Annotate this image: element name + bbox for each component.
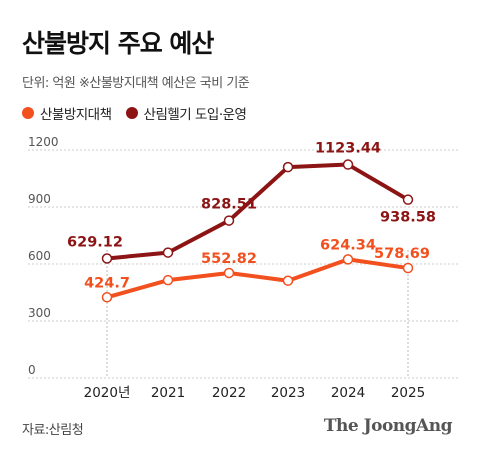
data-label: 424.7 [84,275,130,291]
legend: 산불방지대책 산림헬기 도입·운영 [22,103,260,123]
data-point [223,267,235,279]
y-tick-label: 300 [28,306,51,320]
x-tick-label: 2023 [271,385,305,401]
data-point [402,194,414,205]
data-point [162,274,174,286]
legend-swatch-series-1 [22,107,34,119]
chart-title: 산불방지 주요 예산 [22,29,214,58]
series-line-2 [105,162,410,261]
data-point [282,275,294,286]
x-tick-label: 2024 [331,385,365,401]
x-tick-label: 2021 [151,385,185,401]
data-point [101,292,113,303]
data-label: 938.58 [380,210,436,226]
y-tick-label: 0 [28,363,36,377]
data-point [342,254,354,265]
y-tick-label: 900 [28,192,51,206]
brand-logo: The JoongAng [323,416,453,436]
x-tick-label: 2025 [391,385,425,401]
y-tick-label: 600 [28,249,51,263]
y-tick-label: 1200 [28,135,59,149]
data-point [223,215,235,226]
legend-swatch-series-2 [125,107,138,119]
data-point [402,262,414,274]
data-point [342,159,354,170]
source-note: 자료:산림청 [22,423,84,438]
data-point [162,247,174,258]
data-label: 578.69 [374,246,430,262]
data-label: 629.12 [67,234,123,250]
legend-label-series-2: 산림헬기 도입·운영 [143,107,247,123]
legend-item-series-2: 산림헬기 도입·운영 [125,103,247,123]
data-label: 552.82 [201,251,257,267]
legend-label-series-1: 산불방지대책 [40,107,112,123]
unit-note: 단위: 억원 ※산불방지대책 예산은 국비 기준 [22,76,250,91]
legend-item-series-1: 산불방지대책 [22,103,112,123]
data-label: 1123.44 [315,141,381,157]
x-tick-label: 2020년 [84,385,131,401]
series-line-1 [105,257,410,300]
data-label: 624.34 [320,237,376,253]
data-label: 828.51 [201,197,257,213]
data-point [282,161,294,173]
x-tick-label: 2022 [212,385,246,401]
data-point [101,253,113,264]
